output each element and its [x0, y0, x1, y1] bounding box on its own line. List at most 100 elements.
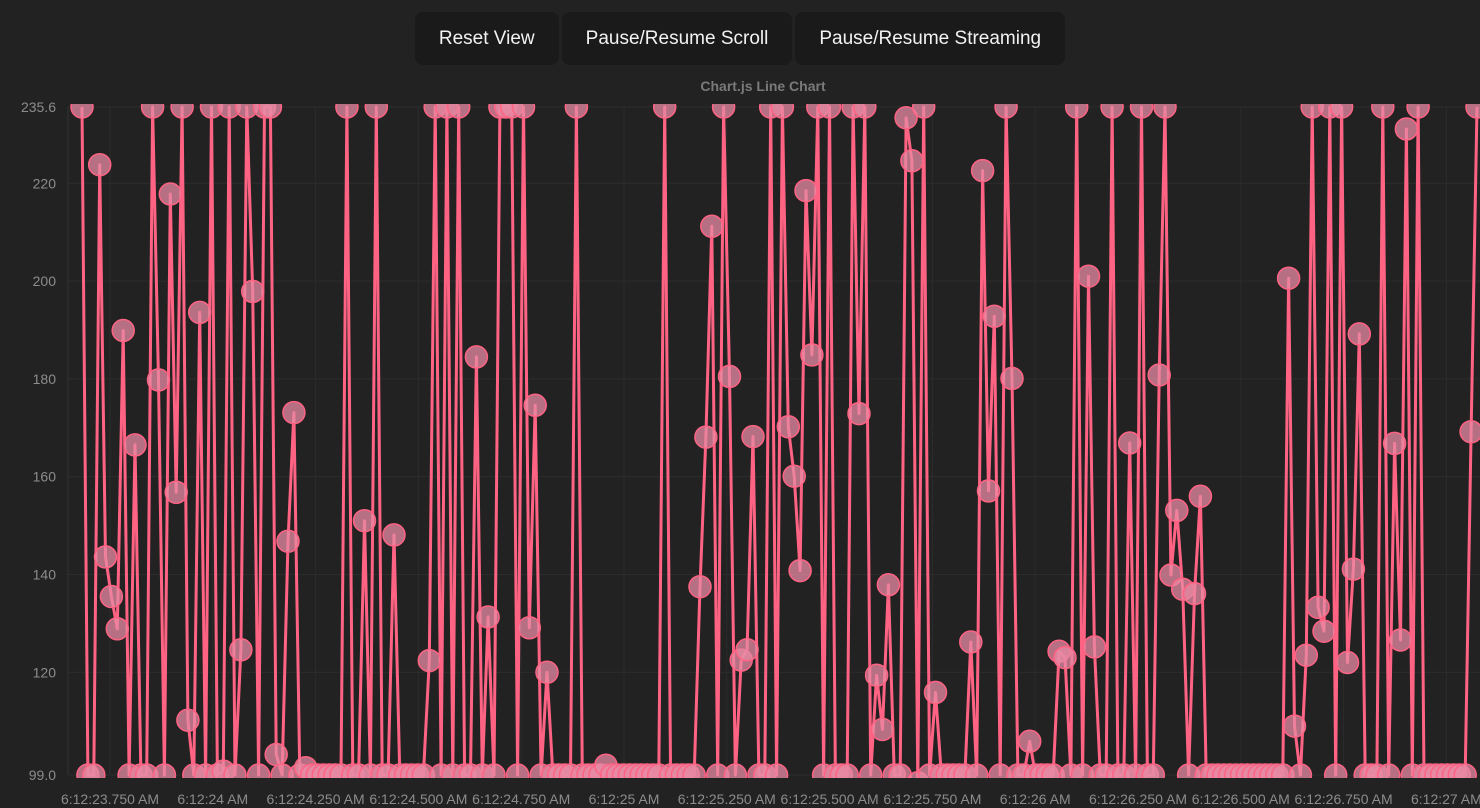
data-point[interactable]: [82, 763, 106, 786]
data-point[interactable]: [276, 529, 300, 553]
data-point[interactable]: [335, 96, 359, 119]
data-point[interactable]: [800, 343, 824, 367]
reset-view-button[interactable]: Reset View: [414, 12, 559, 65]
data-point[interactable]: [164, 480, 188, 505]
data-point[interactable]: [864, 663, 889, 687]
data-point[interactable]: [1129, 96, 1154, 119]
data-point[interactable]: [1329, 96, 1354, 119]
pause-resume-scroll-button[interactable]: Pause/Resume Scroll: [561, 12, 793, 65]
data-point[interactable]: [482, 763, 506, 786]
data-point[interactable]: [123, 433, 147, 457]
data-point[interactable]: [982, 304, 1007, 329]
data-point[interactable]: [1341, 557, 1366, 581]
data-point[interactable]: [476, 605, 500, 629]
data-point[interactable]: [1141, 763, 1166, 786]
data-point[interactable]: [717, 364, 742, 389]
data-point[interactable]: [923, 680, 948, 705]
data-point[interactable]: [1294, 643, 1319, 667]
data-point[interactable]: [1376, 763, 1401, 786]
data-point[interactable]: [1323, 763, 1348, 786]
data-point[interactable]: [187, 300, 212, 325]
data-point[interactable]: [870, 717, 895, 742]
data-point[interactable]: [99, 584, 124, 609]
data-point[interactable]: [853, 96, 877, 119]
data-point[interactable]: [782, 464, 806, 488]
data-point[interactable]: [511, 96, 536, 119]
data-point[interactable]: [723, 763, 748, 786]
data-point[interactable]: [1459, 419, 1480, 444]
data-point[interactable]: [700, 214, 724, 239]
data-point[interactable]: [417, 648, 442, 673]
data-point[interactable]: [970, 158, 995, 183]
data-point[interactable]: [794, 178, 818, 203]
data-point[interactable]: [1182, 581, 1207, 606]
data-point[interactable]: [282, 400, 306, 425]
data-point[interactable]: [682, 763, 706, 786]
data-point[interactable]: [364, 96, 389, 119]
data-point[interactable]: [1053, 645, 1077, 670]
data-point[interactable]: [888, 763, 912, 786]
data-point[interactable]: [735, 638, 759, 662]
data-point[interactable]: [1153, 96, 1177, 119]
data-point[interactable]: [1371, 96, 1395, 119]
data-point[interactable]: [894, 106, 918, 130]
data-point[interactable]: [170, 96, 194, 119]
data-point[interactable]: [505, 763, 530, 786]
data-point[interactable]: [564, 96, 589, 119]
data-point[interactable]: [246, 763, 271, 786]
data-point[interactable]: [352, 508, 377, 533]
data-point[interactable]: [140, 96, 165, 119]
data-point[interactable]: [911, 96, 936, 119]
data-point[interactable]: [764, 763, 789, 786]
data-point[interactable]: [788, 558, 812, 583]
data-point[interactable]: [652, 96, 677, 119]
data-point[interactable]: [464, 345, 489, 369]
data-point[interactable]: [858, 763, 883, 786]
data-point[interactable]: [446, 96, 471, 119]
data-point[interactable]: [741, 424, 765, 449]
data-point[interactable]: [770, 96, 795, 119]
data-point[interactable]: [1406, 96, 1430, 119]
data-point[interactable]: [1064, 96, 1089, 119]
data-point[interactable]: [1165, 498, 1189, 523]
data-point[interactable]: [1082, 635, 1107, 659]
data-point[interactable]: [258, 96, 283, 119]
data-point[interactable]: [1282, 714, 1307, 738]
data-point[interactable]: [382, 523, 406, 547]
data-point[interactable]: [152, 763, 177, 786]
data-point[interactable]: [111, 318, 135, 343]
data-point[interactable]: [1335, 650, 1360, 675]
data-point[interactable]: [1000, 366, 1024, 391]
data-point[interactable]: [1147, 363, 1171, 387]
data-point[interactable]: [1312, 619, 1336, 643]
data-point[interactable]: [817, 96, 842, 119]
data-point[interactable]: [1465, 96, 1480, 119]
data-point[interactable]: [87, 152, 112, 177]
data-point[interactable]: [535, 660, 559, 685]
data-point[interactable]: [146, 368, 171, 392]
data-point[interactable]: [1453, 763, 1477, 786]
data-point[interactable]: [1306, 595, 1330, 620]
data-point[interactable]: [176, 708, 200, 732]
data-point[interactable]: [835, 763, 859, 786]
data-point[interactable]: [223, 763, 247, 786]
data-point[interactable]: [711, 96, 736, 119]
data-point[interactable]: [523, 393, 547, 418]
data-point[interactable]: [876, 573, 901, 597]
pause-resume-streaming-button[interactable]: Pause/Resume Streaming: [795, 12, 1066, 65]
data-point[interactable]: [688, 574, 712, 599]
data-point[interactable]: [264, 742, 288, 767]
data-point[interactable]: [959, 630, 983, 654]
data-point[interactable]: [976, 479, 1001, 503]
data-point[interactable]: [105, 617, 130, 641]
data-point[interactable]: [776, 415, 801, 439]
data-point[interactable]: [1382, 431, 1407, 456]
data-point[interactable]: [70, 96, 94, 119]
data-point[interactable]: [1347, 322, 1372, 346]
data-point[interactable]: [964, 763, 989, 786]
data-point[interactable]: [158, 182, 183, 206]
data-point[interactable]: [1076, 264, 1101, 288]
data-point[interactable]: [1100, 96, 1124, 119]
data-point[interactable]: [240, 279, 265, 304]
data-point[interactable]: [1117, 431, 1142, 455]
